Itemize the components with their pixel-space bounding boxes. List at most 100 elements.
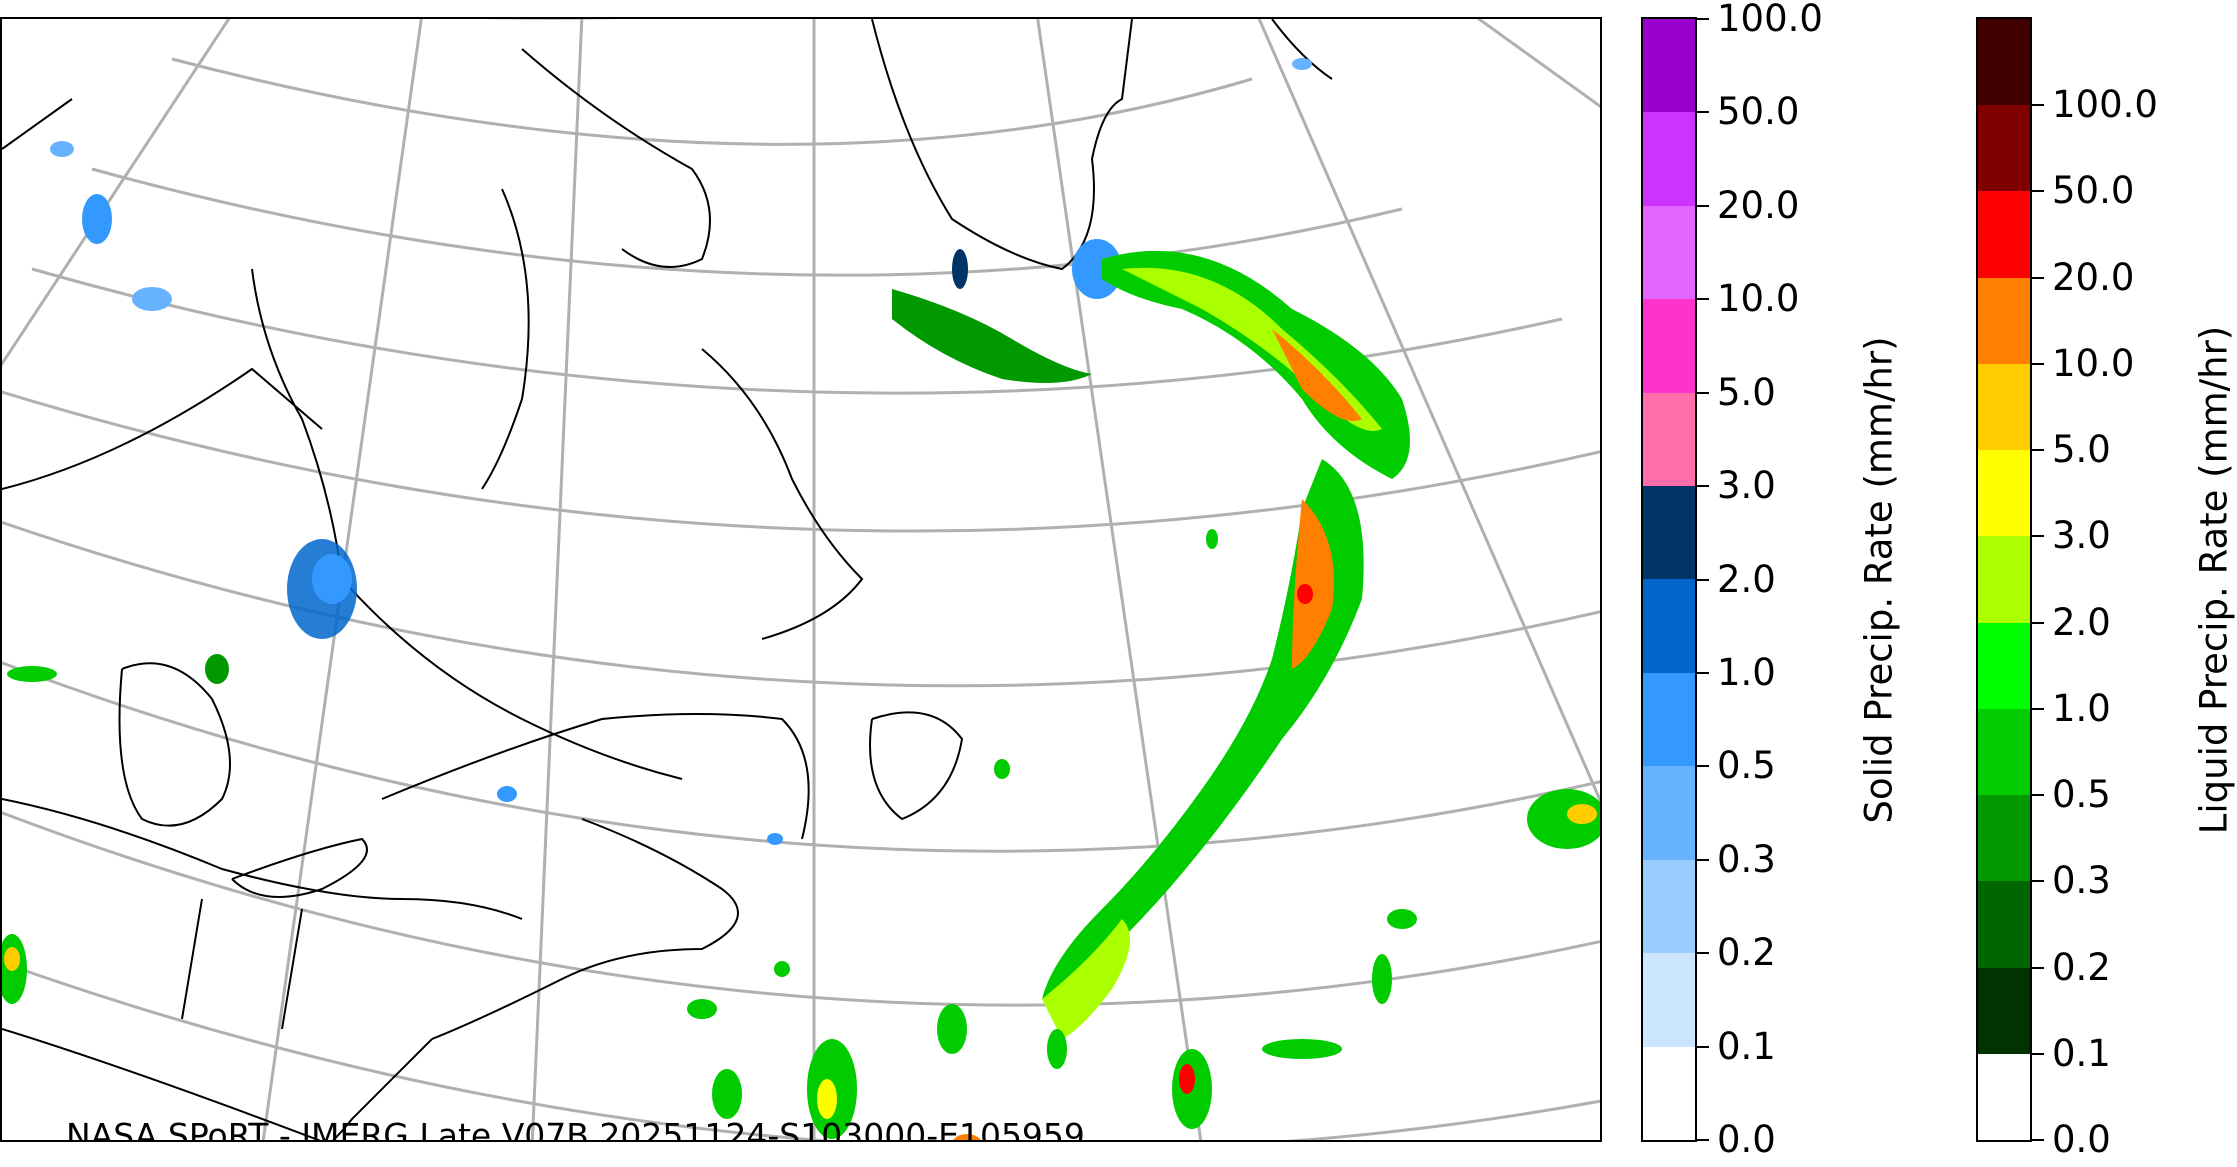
liquid-colorbar-cell: [1978, 277, 2030, 364]
solid-colorbar-cell: [1643, 18, 1695, 113]
labrador-coast: [701, 348, 864, 640]
rain-patch-se3: [1372, 954, 1392, 1004]
liquid-colorbar-cell: [1978, 622, 2030, 709]
latitude-line: [2, 811, 1600, 1007]
province-border: [2, 98, 73, 150]
solid-colorbar-cell: [1643, 953, 1695, 1047]
tick-mark: [2032, 966, 2044, 969]
tick-mark: [1697, 858, 1709, 861]
snow-patch: [50, 141, 74, 157]
rain-patch-south4: [1047, 1029, 1067, 1069]
meridian-line: [2, 19, 231, 367]
tick-label: 0.3: [1717, 837, 1776, 881]
snow-patch: [312, 554, 352, 604]
canada-us-border: [2, 798, 523, 920]
tick-label: 0.3: [2052, 859, 2111, 903]
rain-band-greenland-heavy: [1272, 329, 1362, 421]
latitude-line: [2, 661, 1600, 853]
tick-label: 10.0: [1717, 277, 1800, 321]
atlantic-coast: [332, 1038, 433, 1140]
coastlines: [2, 19, 1333, 1140]
tick-mark: [2032, 362, 2044, 365]
tick-mark: [2032, 880, 2044, 883]
tick-label: 100.0: [1717, 0, 1823, 40]
solid-colorbar-cell: [1643, 859, 1695, 954]
tick-label: 0.2: [1717, 931, 1776, 975]
snow-patch: [952, 249, 968, 289]
meridian-line: [1036, 19, 1203, 1140]
rain-patch-lakes: [205, 654, 229, 684]
tick-label: 1.0: [2052, 686, 2111, 730]
liquid-colorbar-label: Liquid Precip. Rate (mm/hr): [2192, 325, 2236, 835]
tick-mark: [1697, 952, 1709, 955]
rain-patch-ocean4: [1206, 529, 1218, 549]
meridian-line: [1257, 19, 1600, 804]
rain-patch-south2: [712, 1069, 742, 1119]
rain-patch-bottom: [953, 1134, 981, 1140]
hudson-bay-coast: [251, 268, 683, 780]
liquid-colorbar-cell: [1978, 881, 2030, 968]
tick-label: 0.1: [2052, 1031, 2111, 1075]
liquid-colorbar-cell: [1978, 450, 2030, 537]
rain-patch-east-core: [1567, 804, 1597, 824]
liquid-colorbar-cell: [1978, 363, 2030, 451]
rain-patch-se4: [1387, 909, 1417, 929]
tick-mark: [1697, 204, 1709, 207]
solid-colorbar-cell: [1643, 1046, 1695, 1140]
tick-mark: [1697, 18, 1709, 20]
tick-label: 0.2: [2052, 945, 2111, 989]
tick-label: 0.0: [2052, 1118, 2111, 1161]
tick-mark: [1697, 1045, 1709, 1048]
tick-label: 20.0: [1717, 183, 1800, 227]
tick-label: 0.5: [1717, 744, 1776, 788]
meridian-line: [1476, 19, 1600, 108]
solid-colorbar-cell: [1643, 486, 1695, 580]
tick-mark: [2032, 1052, 2044, 1055]
graticule: [2, 19, 1600, 1140]
tick-label: 3.0: [2052, 514, 2111, 558]
precipitation-map[interactable]: NASA SPoRT - IMERG Late V07B 20251124-S1…: [0, 17, 1602, 1142]
snow-patch: [497, 786, 517, 802]
tick-mark: [2032, 707, 2044, 710]
snow-patch: [767, 833, 783, 845]
meridian-line: [530, 19, 584, 1140]
snow-patch: [1292, 58, 1312, 70]
rain-band-north: [892, 289, 1092, 383]
tick-mark: [2032, 104, 2044, 107]
quebec-coast: [381, 713, 810, 840]
liquid-precip: [2, 250, 1600, 1140]
rain-patch-south-core: [817, 1079, 837, 1119]
solid-colorbar-ticks: 0.0 0.1 0.2 0.3 0.5 1.0 2.0 3.0 5.0 10.0 20.0 50.0 1…: [1697, 0, 1897, 1161]
great-lakes: [118, 662, 231, 827]
rain-band-south: [1042, 919, 1130, 1039]
snow-patch: [1072, 239, 1122, 299]
tick-mark: [2032, 621, 2044, 624]
liquid-colorbar-cell: [1978, 191, 2030, 278]
map-caption: NASA SPoRT - IMERG Late V07B 20251124-S1…: [66, 1116, 1085, 1142]
tick-label: 0.1: [1717, 1024, 1776, 1068]
tick-mark: [1697, 578, 1709, 581]
tick-mark: [1697, 485, 1709, 488]
tick-label: 2.0: [2052, 600, 2111, 644]
rain-patch-ocean2: [774, 961, 790, 977]
solid-colorbar-cell: [1643, 766, 1695, 860]
rain-patch-west-core: [4, 947, 20, 971]
solid-colorbar-cell: [1643, 672, 1695, 767]
tick-label: 5.0: [1717, 370, 1776, 414]
solid-colorbar-cell: [1643, 579, 1695, 673]
liquid-colorbar-cell: [1978, 1053, 2030, 1140]
solid-precip: [50, 58, 1312, 845]
tick-label: 3.0: [1717, 464, 1776, 508]
latitude-line: [2, 390, 1600, 533]
lake-erie: [231, 837, 368, 898]
latitude-line: [171, 57, 1253, 146]
tick-label: 50.0: [1717, 90, 1800, 134]
solid-colorbar-cell: [1643, 112, 1695, 206]
hudson-bay-east: [481, 188, 530, 490]
tick-label: 20.0: [2052, 255, 2135, 299]
solid-colorbar-label: Solid Precip. Rate (mm/hr): [1857, 336, 1901, 824]
tick-mark: [1697, 765, 1709, 768]
liquid-colorbar-cell: [1978, 536, 2030, 623]
snow-patch: [82, 194, 112, 244]
rain-patch-lakes2: [7, 666, 57, 682]
